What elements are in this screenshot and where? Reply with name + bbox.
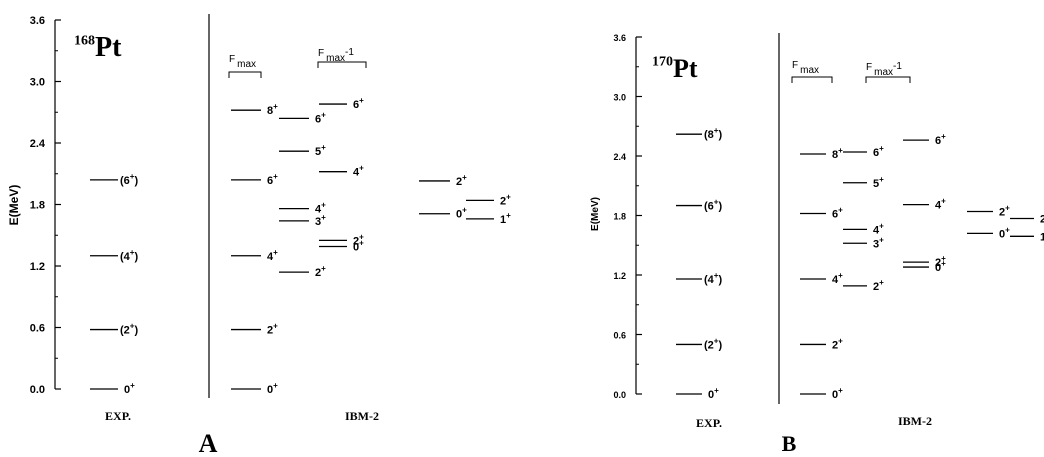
spin-parity-label: 6+ [873,144,884,159]
spin-parity-label: 8+ [267,102,278,117]
y-tick-label: 3.6 [613,33,626,43]
spin-parity-label: 4+ [832,271,843,286]
spin-parity-label: 4+ [353,164,364,179]
spin-parity-label: 2+ [315,264,326,279]
spin-parity-label: (2+) [704,336,722,351]
spin-parity-label: 0+ [935,259,946,274]
panel-letter: B [782,431,797,456]
spin-parity-label: 1+ [500,211,511,226]
spin-parity-label: 4+ [315,201,326,216]
y-tick-label: 1.2 [613,271,626,281]
spin-parity-label: 5+ [315,143,326,158]
y-tick-label: 1.8 [613,212,626,222]
y-tick-label: 1.2 [30,261,45,273]
exp-label: EXP. [105,409,131,423]
spin-parity-label: 0+ [999,225,1010,240]
y-tick-label: 0.0 [30,384,45,396]
y-tick-label: 2.4 [613,152,626,162]
spin-parity-label: (6+) [704,198,722,213]
spin-parity-label: 0+ [832,386,843,401]
fmax-minus-1-bracket [865,76,911,83]
spin-parity-label: (4+) [704,271,722,286]
fmax-minus-1-bracket [317,61,367,68]
spin-parity-label: 4+ [935,197,946,212]
y-tick-label: 1.8 [30,200,45,212]
spin-parity-label: 0+ [267,381,278,396]
spin-parity-label: 4+ [873,221,884,236]
spin-parity-label: 2+ [500,192,511,207]
y-tick-label: 0.0 [613,390,626,400]
y-tick-label: 0.6 [30,323,45,335]
spin-parity-label: 6+ [315,110,326,125]
y-tick-label: 2.4 [30,138,46,150]
spin-parity-label: 5+ [873,175,884,190]
spin-parity-label: 0+ [708,386,719,401]
y-tick-label: 0.6 [613,331,626,341]
spin-parity-label: 2+ [1040,210,1044,225]
y-axis-label: E(MeV) [590,197,601,231]
fmax-bracket [228,71,262,78]
spin-parity-label: 6+ [267,172,278,187]
fmax-bracket [791,76,833,83]
spin-parity-label: 0+ [353,239,364,254]
spin-parity-label: 2+ [832,336,843,351]
spin-parity-label: 2+ [456,173,467,188]
ibm2-label: IBM-2 [898,414,932,428]
spin-parity-label: 0+ [124,381,135,396]
y-tick-label: 3.0 [30,77,45,89]
spin-parity-label: (8+) [704,126,722,141]
spin-parity-label: 6+ [832,206,843,221]
spin-parity-label: 2+ [873,278,884,293]
nucleus-label: 168Pt [74,32,122,63]
spin-parity-label: 2+ [267,322,278,337]
spin-parity-label: 8+ [832,146,843,161]
spin-parity-label: 1+ [1040,228,1044,243]
nucleus-label: 170Pt [652,54,698,83]
spin-parity-label: 2+ [935,254,946,269]
y-axis-label: E(MeV) [7,185,21,226]
spin-parity-label: 6+ [353,96,364,111]
spin-parity-label: (2+) [120,322,138,337]
exp-label: EXP. [696,416,722,430]
spin-parity-label: 3+ [315,213,326,228]
y-tick-label: 3.0 [613,93,626,103]
spin-parity-label: 3+ [873,235,884,250]
ibm2-label: IBM-2 [345,409,379,423]
spin-parity-label: 0+ [456,206,467,221]
y-tick-label: 3.6 [30,15,45,27]
spin-parity-label: 4+ [267,248,278,263]
spin-parity-label: 6+ [935,132,946,147]
spin-parity-label: (4+) [120,248,138,263]
spin-parity-label: 2+ [999,204,1010,219]
panel-letter: A [199,429,218,457]
spin-parity-label: 2+ [353,232,364,247]
spin-parity-label: (6+) [120,172,138,187]
